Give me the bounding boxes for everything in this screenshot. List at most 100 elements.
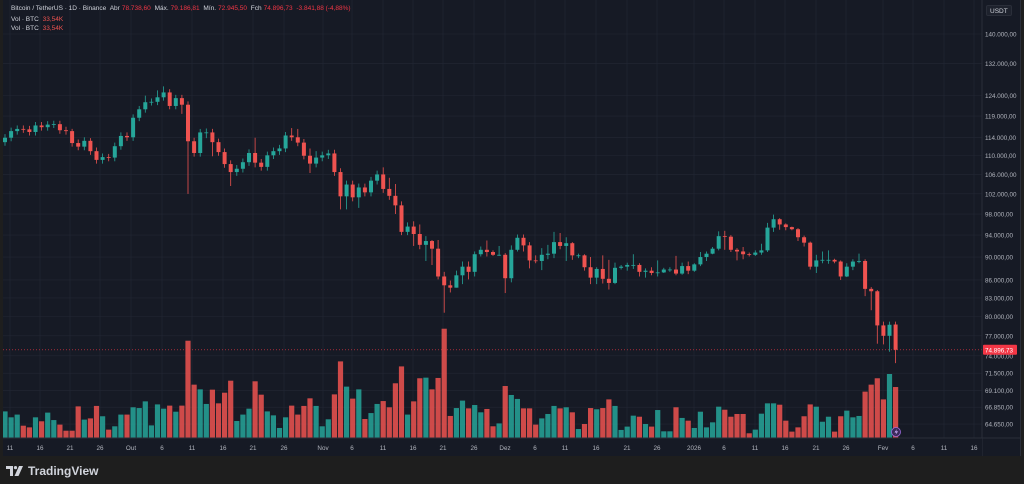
candle-body <box>704 253 709 258</box>
tradingview-logo[interactable]: TradingView <box>6 464 98 478</box>
volume-bar <box>868 384 874 438</box>
candle-body <box>320 155 325 158</box>
symbol-legend: Bitcoin / TetherUS · 1D · Binance Abr 78.… <box>11 5 353 12</box>
volume-bar <box>527 408 533 438</box>
volume-bar <box>301 405 307 438</box>
volume-bar <box>130 407 136 438</box>
volume-bar <box>594 409 600 438</box>
candle-body <box>155 97 160 102</box>
volume-label: Vol · BTC <box>11 16 39 23</box>
candle-body <box>674 269 678 274</box>
candle-body <box>686 266 691 271</box>
volume-bar <box>75 406 81 438</box>
volume-bar <box>789 431 795 438</box>
candle-body <box>832 259 837 262</box>
candle-body <box>82 140 87 147</box>
volume-bar <box>783 420 789 438</box>
candle-body <box>667 269 672 271</box>
candle-body <box>356 187 361 198</box>
candle-body <box>771 219 776 228</box>
volume-bar <box>57 424 63 438</box>
candle-body <box>295 137 300 143</box>
candle-body <box>338 172 343 197</box>
volume-bar <box>429 389 435 438</box>
candle-body <box>625 264 630 267</box>
candle-body <box>491 252 495 255</box>
candle-body <box>521 237 526 246</box>
volume-bar <box>533 424 539 438</box>
volume-bar <box>20 425 26 438</box>
volume-bar <box>813 406 819 438</box>
volume-bar <box>703 427 710 438</box>
time-tick-label: 6 <box>911 445 915 452</box>
volume-value: 33,54K <box>42 16 64 23</box>
price-tick-label: 124.000,00 <box>985 93 1017 100</box>
candle-body <box>234 168 239 173</box>
candle-body <box>808 242 813 267</box>
volume-bar <box>575 429 581 438</box>
high-label: Máx. <box>154 5 169 12</box>
volume-bar <box>258 394 264 438</box>
volume-bar <box>807 404 813 438</box>
candle-body <box>887 324 892 336</box>
time-tick-label: 16 <box>409 445 417 452</box>
volume-bar <box>624 426 630 438</box>
low-label: Mín. <box>203 5 217 12</box>
candle-body <box>326 153 331 156</box>
candle-body <box>423 241 428 245</box>
candle-body <box>289 135 294 138</box>
volume-legend[interactable]: Vol · BTC 33,54K <box>11 16 65 23</box>
candle-body <box>527 245 532 261</box>
close-label: Fch <box>250 5 262 12</box>
volume-bar <box>319 426 325 438</box>
candle-body <box>192 141 197 153</box>
lightning-icon[interactable] <box>891 427 901 437</box>
price-tick-label: 106.000,00 <box>985 172 1017 179</box>
time-tick-label: 16 <box>592 445 600 452</box>
time-tick-label: 26 <box>280 445 288 452</box>
volume-bar <box>39 421 45 438</box>
volume-bar <box>167 405 173 438</box>
volume-bar <box>411 401 417 438</box>
volume-bar <box>337 361 344 438</box>
candle-body <box>240 162 245 169</box>
time-tick-label: 11 <box>380 445 387 452</box>
volume-bar <box>728 416 734 438</box>
candle-body <box>27 129 32 132</box>
candle-body <box>259 162 264 167</box>
currency-button[interactable]: USDT <box>986 5 1012 16</box>
candlestick-chart[interactable]: 140.000,00 132.000,00 124.000,00 119.000,00… <box>3 0 1020 456</box>
chart-pane[interactable]: 140.000,00 132.000,00 124.000,00 119.000,00… <box>3 0 1021 456</box>
volume-bar <box>661 431 667 438</box>
volume-bar <box>142 401 148 438</box>
candle-body <box>509 249 514 279</box>
volume-bar <box>649 426 655 438</box>
candle-body <box>179 98 184 105</box>
time-tick-label: 21 <box>249 445 257 452</box>
candle-body <box>222 152 227 165</box>
candle-body <box>228 164 233 173</box>
volume-bar <box>612 405 618 438</box>
candle-body <box>576 255 581 257</box>
symbol-title[interactable]: Bitcoin / TetherUS · 1D · Binance <box>11 5 107 12</box>
volume-bar <box>630 415 636 438</box>
candle-body <box>637 264 642 272</box>
time-tick-label: 26 <box>470 445 478 452</box>
volume-bar <box>893 387 899 438</box>
candle-body <box>594 268 599 278</box>
volume-bar <box>3 411 8 438</box>
volume-bar <box>185 340 191 438</box>
candle-body <box>503 254 508 279</box>
volume-bar <box>392 383 398 438</box>
candle-body <box>161 92 166 98</box>
volume-bar <box>63 430 69 438</box>
volume-bar <box>380 401 386 438</box>
volume-bar <box>264 411 270 438</box>
candle-body <box>753 252 758 255</box>
candle-body <box>460 266 465 276</box>
volume-bar <box>771 403 777 438</box>
candle-body <box>649 270 654 273</box>
volume-legend[interactable]: Vol · BTC 33,54K <box>11 25 65 32</box>
candle-body <box>173 98 178 106</box>
price-tick-label: 64.650,00 <box>985 422 1014 429</box>
